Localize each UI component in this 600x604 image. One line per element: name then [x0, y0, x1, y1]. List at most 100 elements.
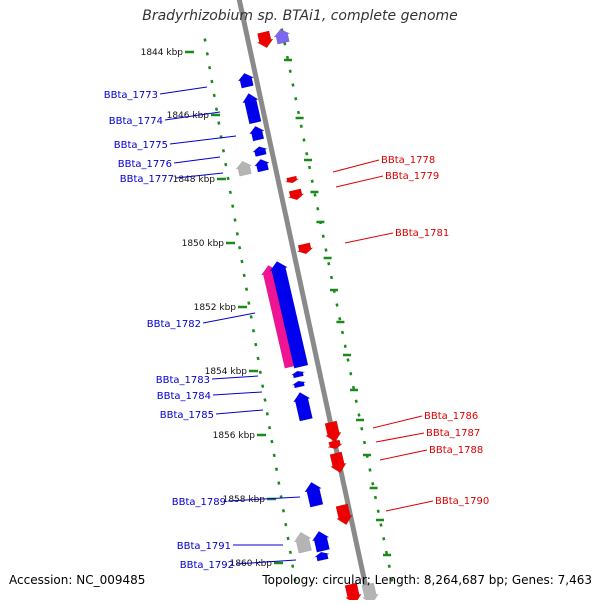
scale-dot: [340, 330, 345, 335]
gene-forward[interactable]: [292, 392, 313, 422]
scale-dot: [249, 315, 253, 319]
gene-reverse[interactable]: [335, 503, 353, 526]
scale-dot: [351, 385, 356, 390]
scale-dot: [208, 65, 212, 70]
forward-leader-line: [227, 496, 301, 502]
forward-gene-label[interactable]: BBta_1784: [157, 391, 211, 402]
scale-dot: [349, 372, 353, 376]
reverse-gene-label[interactable]: BBta_1788: [429, 445, 483, 456]
forward-gene-label[interactable]: BBta_1776: [118, 159, 172, 170]
reverse-gene-label[interactable]: BBta_1779: [385, 171, 439, 182]
scale-dot: [217, 121, 221, 125]
scale-dot: [321, 234, 325, 238]
gene-forward[interactable]: [237, 72, 255, 89]
gene-reverse[interactable]: [329, 451, 347, 474]
gene-forward[interactable]: [251, 146, 268, 157]
gene-forward[interactable]: [269, 261, 309, 369]
reverse-gene-label[interactable]: BBta_1787: [426, 428, 480, 439]
scale-label: 1852 kbp: [194, 303, 237, 313]
gene-forward[interactable]: [291, 380, 306, 389]
scale-dot: [268, 425, 272, 430]
gene-grey[interactable]: [235, 160, 253, 177]
gene-reverse[interactable]: [296, 242, 314, 255]
scale-dot: [296, 110, 301, 115]
forward-gene-label[interactable]: BBta_1791: [177, 541, 231, 552]
scale-dot: [360, 427, 364, 431]
scale-dot: [214, 107, 219, 111]
scale-dot: [291, 83, 295, 87]
gene-reverse[interactable]: [324, 420, 342, 443]
gene-reverse[interactable]: [256, 30, 274, 49]
topology-text: Topology: circular; Length: 8,264,687 bp…: [262, 573, 592, 587]
forward-gene-label[interactable]: BBta_1785: [160, 410, 214, 421]
scale-dot: [346, 358, 350, 362]
scale-dot: [242, 273, 246, 278]
scale-label: 1856 kbp: [213, 431, 256, 441]
forward-gene-label[interactable]: BBta_1774: [109, 116, 163, 127]
scale-dot: [376, 509, 380, 513]
gene-forward[interactable]: [248, 125, 265, 142]
gene-forward[interactable]: [314, 551, 330, 562]
reverse-gene-label[interactable]: BBta_1781: [395, 228, 449, 239]
forward-gene-label[interactable]: BBta_1782: [147, 319, 201, 330]
forward-gene-label[interactable]: BBta_1783: [156, 375, 210, 386]
gene-reverse[interactable]: [285, 175, 300, 184]
scale-dot: [379, 523, 383, 527]
scale-dot: [354, 399, 358, 403]
forward-leader-line: [235, 559, 297, 565]
forward-leader-line: [212, 391, 263, 396]
forward-gene-label[interactable]: BBta_1792: [180, 560, 234, 571]
reverse-gene-label[interactable]: BBta_1790: [435, 496, 489, 507]
right-scale-track: [280, 28, 394, 582]
forward-gene-label[interactable]: BBta_1775: [114, 140, 168, 151]
forward-leader-line: [169, 135, 237, 145]
scale-dot: [293, 578, 297, 582]
scale-dot: [284, 522, 288, 527]
scale-dot: [390, 578, 394, 582]
reverse-gene-label[interactable]: BBta_1778: [381, 155, 435, 166]
scale-dot: [294, 97, 298, 101]
forward-gene-label[interactable]: BBta_1773: [104, 90, 158, 101]
forward-leader-line: [159, 86, 208, 95]
gene-forward[interactable]: [311, 530, 330, 553]
scale-dot: [313, 193, 317, 197]
scale-dot: [238, 245, 242, 250]
scale-dot: [224, 162, 228, 167]
gene-forward[interactable]: [242, 93, 262, 125]
forward-gene-label[interactable]: BBta_1789: [172, 497, 226, 508]
scale-dot: [251, 329, 256, 333]
scale-dot: [305, 152, 309, 156]
scale-dot: [307, 165, 312, 170]
scale-dot: [288, 69, 292, 73]
gene-reverse[interactable]: [327, 439, 343, 450]
scale-dot: [310, 179, 314, 183]
reverse-leader-line: [332, 159, 380, 173]
gene-reverse[interactable]: [287, 188, 305, 201]
gene-grey[interactable]: [293, 531, 312, 554]
scale-dot: [263, 398, 267, 402]
scale-dot: [382, 537, 386, 541]
reverse-gene-label[interactable]: BBta_1786: [424, 411, 478, 422]
scale-label: 1850 kbp: [182, 239, 225, 249]
scale-dot: [274, 467, 279, 471]
scale-dot: [387, 564, 391, 568]
scale-dot: [265, 412, 269, 416]
scale-dot: [343, 344, 347, 348]
gene-forward[interactable]: [253, 158, 271, 173]
scale-dot: [235, 232, 239, 236]
forward-leader-line: [173, 156, 221, 164]
accession-text: Accession: NC_009485: [9, 573, 146, 587]
scale-label: 1846 kbp: [167, 111, 210, 121]
gene-lavender[interactable]: [273, 28, 291, 45]
scale-dot: [247, 301, 251, 305]
scale-dot: [299, 124, 303, 128]
scale-dot: [335, 303, 339, 307]
scale-dot: [261, 384, 265, 388]
forward-gene-label[interactable]: BBta_1777: [120, 174, 174, 185]
gene-forward[interactable]: [304, 481, 324, 508]
gene-forward[interactable]: [290, 370, 305, 379]
scale-dot: [221, 149, 226, 153]
scale-dot: [316, 207, 320, 211]
